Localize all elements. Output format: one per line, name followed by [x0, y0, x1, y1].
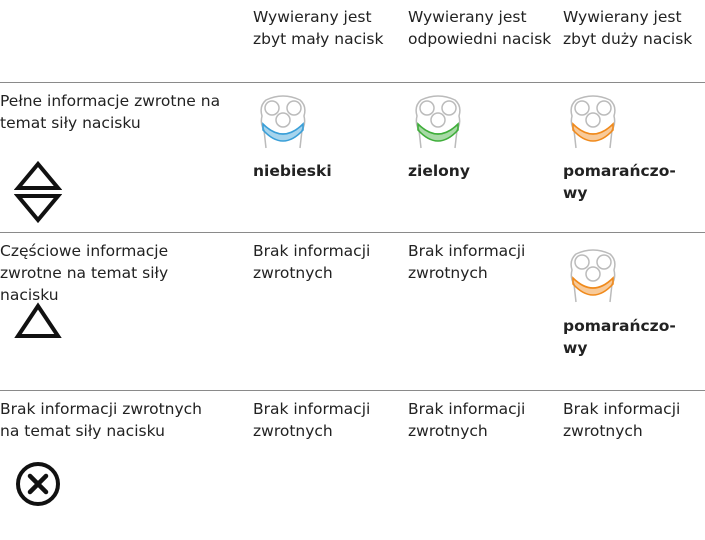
color-label: niebieski — [253, 162, 332, 180]
color-label: pomarańczo- wy — [563, 162, 676, 202]
row-rule — [0, 82, 705, 83]
shaver-icon — [413, 94, 463, 150]
color-label: zielony — [408, 162, 470, 180]
full-feedback-icon — [14, 160, 62, 224]
color-label: pomarańczo- wy — [563, 317, 676, 357]
cell-text: Brak informacji zwrotnych — [408, 242, 526, 282]
row-label: Częściowe informacje zwrotne na temat si… — [0, 242, 169, 304]
header-cell: Wywierany jest odpowiedni nacisk — [408, 8, 552, 48]
row-label: Pełne informacje zwrotne na temat siły n… — [0, 92, 221, 132]
row-rule — [0, 390, 705, 391]
row-label: Brak informacji zwrotnych na temat siły … — [0, 400, 202, 440]
shaver-icon — [568, 94, 618, 150]
cell-text: Brak informacji zwrotnych — [563, 400, 681, 440]
cell-text: Brak informacji zwrotnych — [408, 400, 526, 440]
partial-feedback-icon — [14, 302, 62, 338]
no-feedback-icon — [16, 462, 60, 506]
row-rule — [0, 232, 705, 233]
shaver-icon — [258, 94, 308, 150]
header-cell: Wywierany jest zbyt duży nacisk — [563, 8, 693, 48]
header-cell: Wywierany jest zbyt mały nacisk — [253, 8, 384, 48]
shaver-icon — [568, 248, 618, 304]
cell-text: Brak informacji zwrotnych — [253, 400, 371, 440]
cell-text: Brak informacji zwrotnych — [253, 242, 371, 282]
